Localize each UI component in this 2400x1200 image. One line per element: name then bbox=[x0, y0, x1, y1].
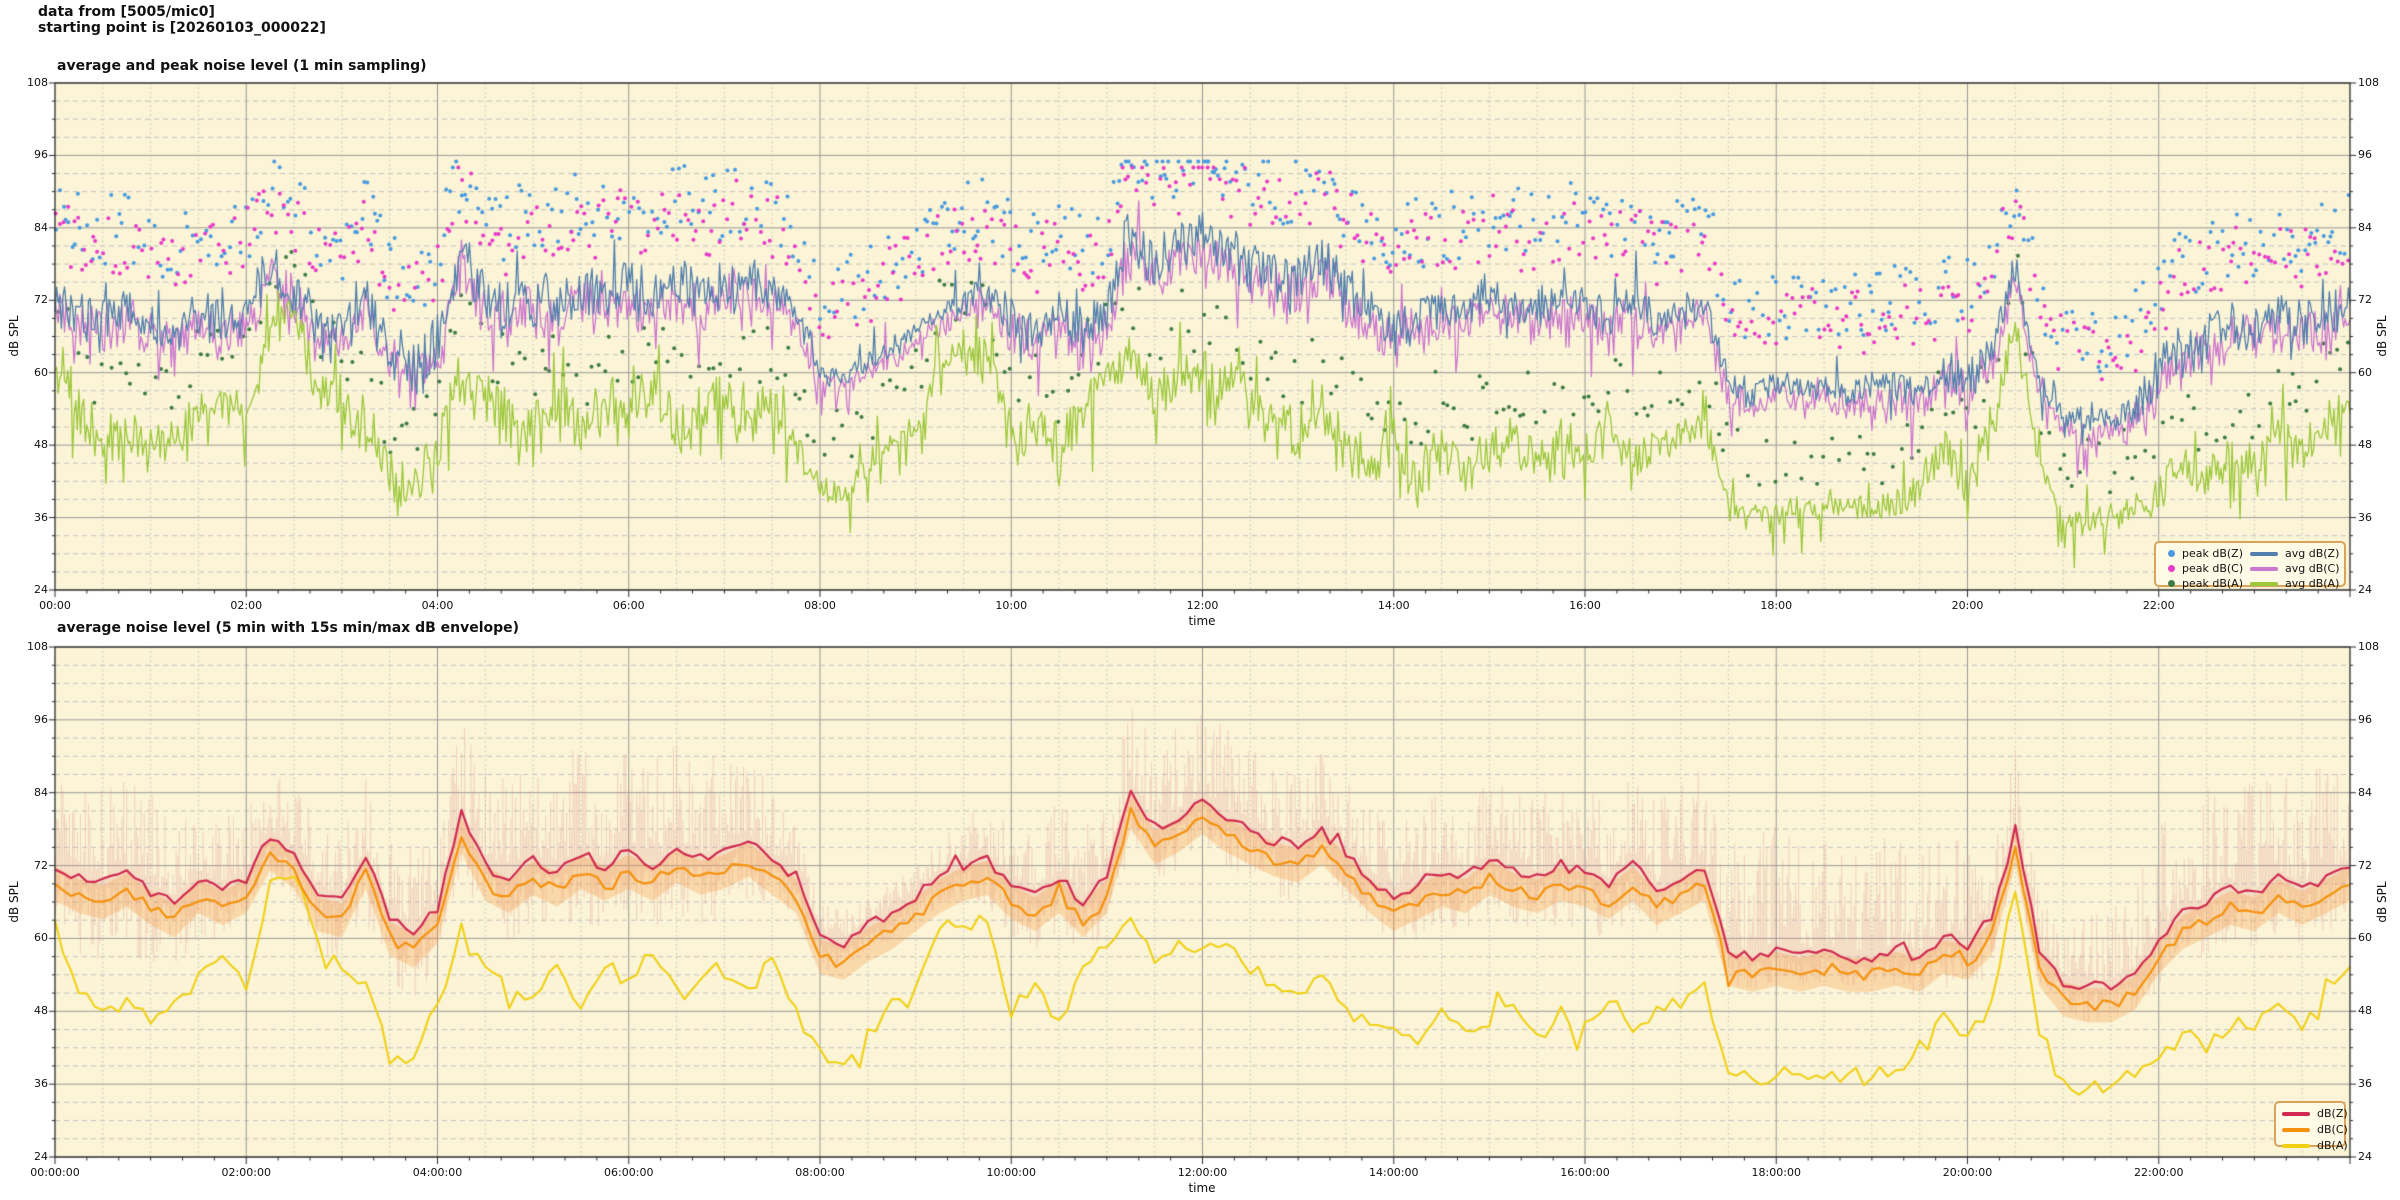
legend-line-swatch bbox=[2282, 1127, 2310, 1132]
x-tick-label: 10:00:00 bbox=[986, 1166, 1036, 1179]
y-tick-label: 84 bbox=[34, 220, 48, 234]
legend-line-swatch bbox=[2250, 551, 2278, 556]
x-tick-label: 14:00:00 bbox=[1369, 1166, 1419, 1179]
y-tick-label: 24 bbox=[34, 1150, 48, 1163]
x-axis-label-bottom: time bbox=[1188, 1181, 1216, 1195]
y-axis-label-left-bottom: dB SPL bbox=[7, 881, 21, 923]
y-tick-label: 96 bbox=[34, 148, 48, 162]
x-tick-label: 22:00:00 bbox=[2134, 1166, 2184, 1179]
legend-label: dB(C) bbox=[2317, 1123, 2348, 1136]
x-tick-label: 00:00 bbox=[39, 599, 71, 612]
x-tick-label: 20:00:00 bbox=[1942, 1166, 1993, 1179]
x-tick-label: 12:00:00 bbox=[1177, 1166, 1228, 1179]
legend-label: peak dB(A) bbox=[2182, 577, 2243, 590]
y-tick-label: 84 bbox=[2358, 220, 2372, 234]
y-tick-label: 72 bbox=[34, 293, 48, 307]
legend-label: avg dB(Z) bbox=[2285, 547, 2340, 560]
legend-line-swatch bbox=[2250, 581, 2278, 586]
x-tick-label: 02:00 bbox=[230, 599, 263, 612]
x-tick-label: 08:00:00 bbox=[795, 1166, 845, 1179]
y-tick-label: 84 bbox=[2358, 785, 2372, 799]
legend-label: dB(Z) bbox=[2317, 1107, 2348, 1120]
y-tick-label: 24 bbox=[34, 583, 48, 596]
y-tick-label: 108 bbox=[2358, 76, 2379, 89]
legend-label: avg dB(C) bbox=[2285, 562, 2340, 575]
y-tick-label: 108 bbox=[27, 640, 48, 653]
x-tick-label: 20:00 bbox=[1951, 599, 1984, 612]
y-tick-label: 84 bbox=[34, 785, 48, 799]
x-tick-label: 18:00:00 bbox=[1751, 1166, 1801, 1179]
chart-top-title: average and peak noise level (1 min samp… bbox=[57, 58, 427, 74]
y-tick-label: 60 bbox=[34, 931, 48, 945]
y-tick-label: 48 bbox=[34, 1004, 48, 1018]
legend-dot-icon bbox=[2168, 565, 2175, 572]
y-tick-label: 48 bbox=[2358, 438, 2372, 452]
x-tick-label: 04:00:00 bbox=[412, 1166, 463, 1179]
y-tick-label: 96 bbox=[34, 712, 48, 726]
x-tick-label: 18:00 bbox=[1760, 599, 1793, 612]
legend-label: avg dB(A) bbox=[2285, 577, 2340, 590]
y-tick-label: 48 bbox=[34, 438, 48, 452]
y-axis-label-right-top: dB SPL bbox=[2375, 315, 2389, 357]
y-tick-label: 36 bbox=[34, 510, 48, 524]
legend-line-swatch bbox=[2282, 1111, 2310, 1116]
header-line-1: data from [5005/mic0] bbox=[38, 4, 215, 20]
y-axis-label-right-bottom: dB SPL bbox=[2375, 881, 2389, 923]
x-tick-label: 14:00 bbox=[1377, 599, 1410, 612]
y-tick-label: 72 bbox=[34, 858, 48, 872]
x-tick-label: 10:00 bbox=[995, 599, 1028, 612]
y-tick-label: 60 bbox=[34, 365, 48, 379]
x-tick-label: 02:00:00 bbox=[221, 1166, 271, 1179]
y-tick-label: 36 bbox=[2358, 1077, 2372, 1091]
x-tick-label: 16:00 bbox=[1569, 599, 1601, 612]
x-tick-label: 08:00 bbox=[804, 599, 836, 612]
y-tick-label: 96 bbox=[2358, 148, 2372, 162]
legend-dot-icon bbox=[2168, 580, 2175, 587]
legend-line-swatch bbox=[2282, 1143, 2310, 1148]
x-tick-label: 06:00:00 bbox=[604, 1166, 654, 1179]
legend-label: dB(A) bbox=[2317, 1139, 2348, 1152]
x-tick-label: 06:00 bbox=[612, 599, 645, 612]
legend-label: peak dB(Z) bbox=[2182, 547, 2244, 560]
legend-label: peak dB(C) bbox=[2182, 562, 2244, 575]
x-tick-label: 16:00:00 bbox=[1560, 1166, 1610, 1179]
x-axis-label-top: time bbox=[1188, 614, 1216, 628]
chart-bottom-title: average noise level (5 min with 15s min/… bbox=[57, 620, 520, 636]
legend-bottom: dB(Z) dB(C) dB(A) bbox=[2274, 1101, 2348, 1152]
legend-dot-icon bbox=[2168, 550, 2175, 557]
y-tick-label: 36 bbox=[34, 1077, 48, 1091]
legend-top: peak dB(Z) avg dB(Z) peak dB(C) avg dB(C… bbox=[2154, 541, 2346, 590]
y-tick-label: 24 bbox=[2358, 1150, 2372, 1163]
y-tick-label: 24 bbox=[2358, 583, 2372, 596]
legend-line-swatch bbox=[2250, 566, 2278, 571]
y-axis-label-left-top: dB SPL bbox=[7, 315, 21, 357]
y-tick-label: 108 bbox=[2358, 640, 2379, 653]
x-tick-label: 00:00:00 bbox=[30, 1166, 80, 1179]
y-tick-label: 72 bbox=[2358, 858, 2372, 872]
y-tick-label: 60 bbox=[2358, 931, 2372, 945]
y-tick-label: 72 bbox=[2358, 293, 2372, 307]
y-tick-label: 108 bbox=[27, 76, 48, 89]
y-tick-label: 36 bbox=[2358, 510, 2372, 524]
x-tick-label: 12:00 bbox=[1186, 599, 1219, 612]
y-tick-label: 60 bbox=[2358, 365, 2372, 379]
y-tick-label: 96 bbox=[2358, 712, 2372, 726]
y-tick-label: 48 bbox=[2358, 1004, 2372, 1018]
x-tick-label: 04:00 bbox=[421, 599, 454, 612]
header-line-2: starting point is [20260103_000022] bbox=[38, 20, 326, 36]
x-tick-label: 22:00 bbox=[2142, 599, 2175, 612]
